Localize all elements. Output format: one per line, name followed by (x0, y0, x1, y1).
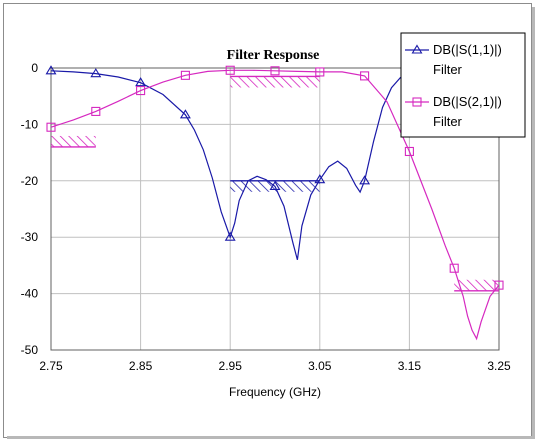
y-tick-label: 0 (31, 61, 38, 75)
s21-point (315, 67, 325, 77)
s21-point (404, 146, 414, 157)
frame-shadow-bottom (7, 436, 535, 439)
s21-point (136, 86, 146, 96)
series-markers (45, 65, 504, 290)
legend-triangle-icon (411, 44, 423, 54)
s21-point (360, 71, 370, 81)
goal-hatch (51, 135, 96, 147)
s21-point (225, 65, 235, 75)
s11-point (90, 68, 102, 78)
x-tick-labels: 2.75 2.85 2.95 3.05 3.15 3.25 (39, 359, 511, 373)
x-tick-label: 2.85 (129, 359, 153, 373)
goal-hatch (230, 76, 320, 88)
s21-point (46, 122, 56, 132)
s11-line (51, 70, 410, 260)
s21-point (180, 70, 190, 80)
series-lines (51, 69, 499, 341)
s21-line (51, 69, 499, 341)
chart-title: Filter Response (227, 48, 320, 63)
s11-point (224, 231, 236, 241)
y-tick-label: -30 (21, 230, 39, 244)
legend-label-s21: DB(|S(2,1)|) (433, 94, 502, 109)
s21-point (449, 263, 459, 273)
x-tick-label: 3.25 (487, 359, 511, 373)
s11-point (45, 65, 57, 75)
x-tick-label: 3.05 (308, 359, 332, 373)
s11-point (314, 174, 326, 184)
x-tick-label: 2.95 (219, 359, 243, 373)
s11-point (135, 77, 147, 87)
x-axis-label: Frequency (GHz) (229, 385, 321, 399)
s21-point (270, 66, 280, 76)
legend-label-s11: DB(|S(1,1)|) (433, 42, 502, 57)
x-tick-label: 2.75 (39, 359, 63, 373)
s11-point (359, 175, 371, 185)
plot-area-border (50, 67, 500, 351)
legend-sublabel-s11: Filter (433, 62, 463, 77)
y-tick-label: -50 (21, 343, 39, 357)
legend-sublabel-s21: Filter (433, 114, 463, 129)
goal-hatch (454, 279, 499, 291)
y-tick-label: -10 (21, 117, 39, 131)
s21-point (91, 106, 101, 116)
s11-point (269, 180, 281, 190)
legend: DB(|S(1,1)|) Filter DB(|S(2,1)|) Filter (400, 32, 526, 138)
x-tick-label: 3.15 (398, 359, 422, 373)
s21-point (494, 280, 504, 290)
y-tick-label: -20 (21, 174, 39, 188)
y-tick-labels: 0 -10 -20 -30 -40 -50 (21, 61, 39, 357)
legend-square-icon (412, 97, 422, 107)
y-tick-label: -40 (21, 287, 39, 301)
s11-point (179, 109, 191, 119)
frame-shadow-right (532, 7, 535, 439)
